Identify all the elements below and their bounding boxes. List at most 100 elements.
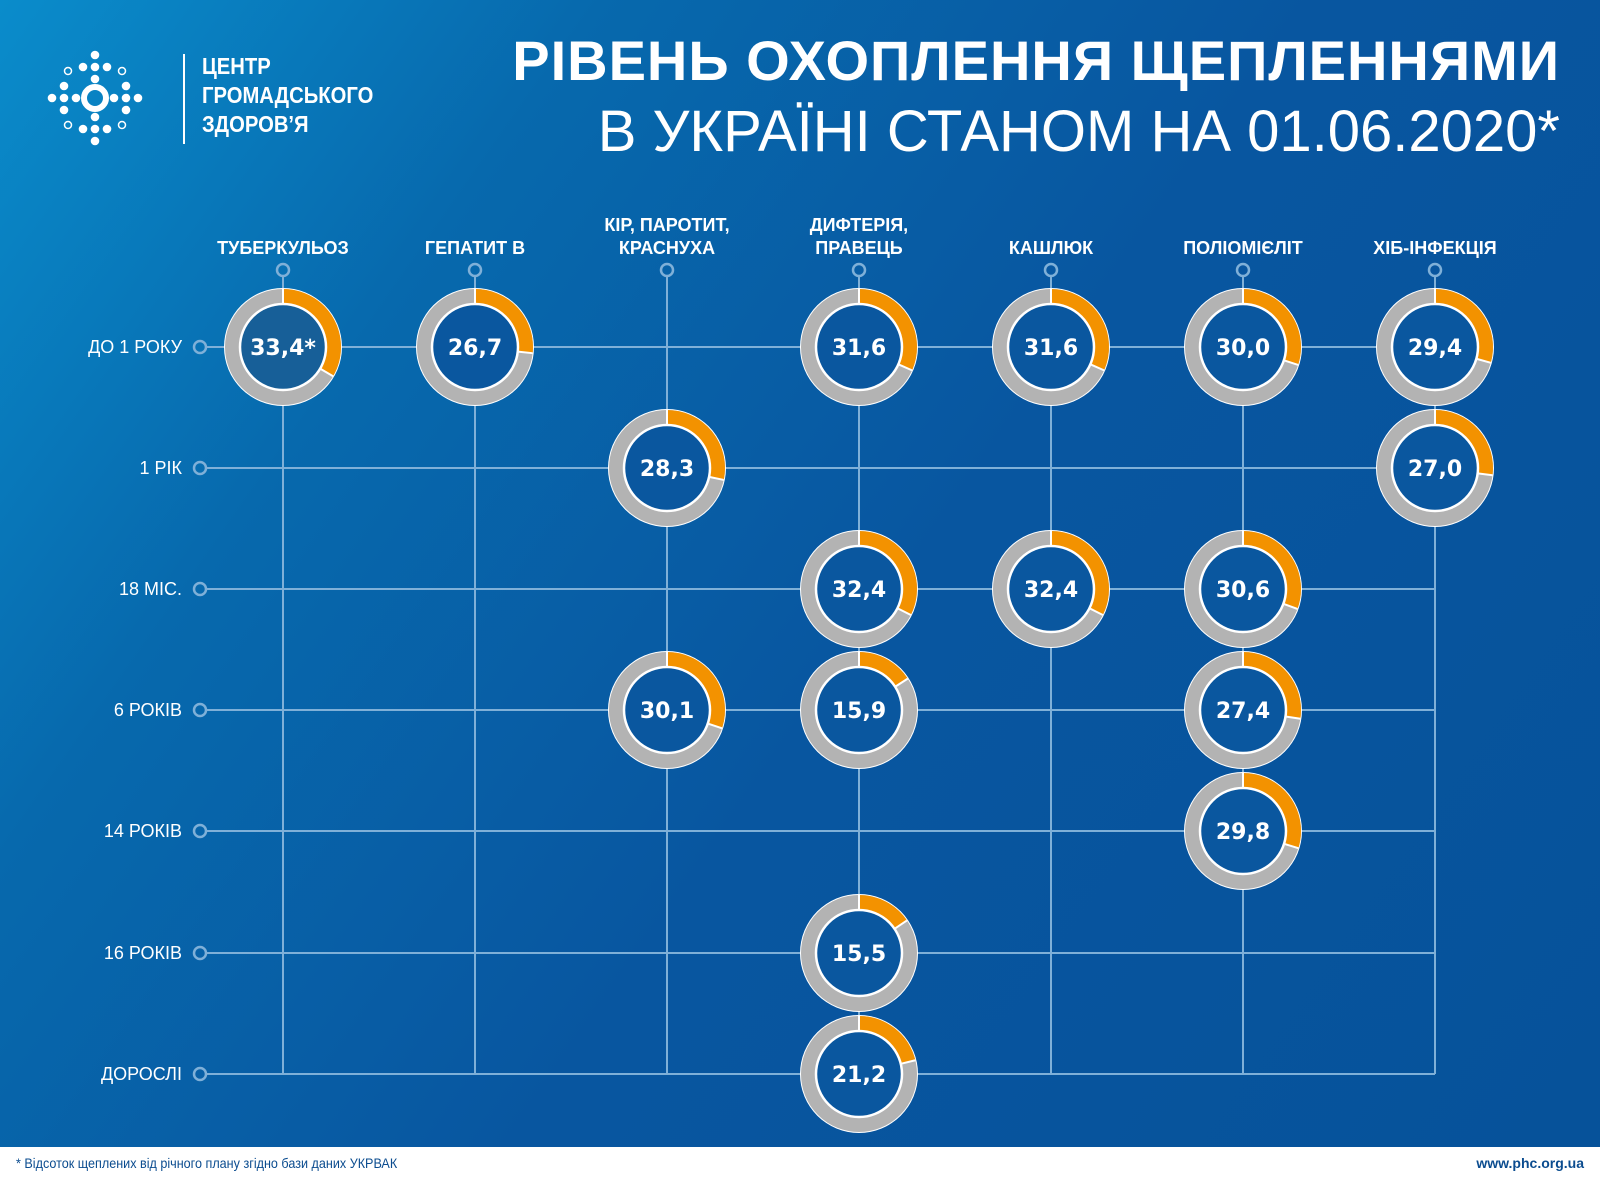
donut-separator <box>896 607 912 616</box>
logo-dot <box>90 136 100 146</box>
donut-center <box>1390 423 1480 513</box>
donut-separator <box>900 1059 916 1065</box>
donut-separator <box>1477 472 1493 477</box>
donut-filled-arc <box>858 531 917 615</box>
column-marker <box>275 262 291 278</box>
donut-separator <box>1283 602 1298 610</box>
row-label: 16 РОКІВ <box>104 943 182 963</box>
infographic-area: ЦЕНТР ГРОМАДСЬКОГО ЗДОРОВ’Я РІВЕНЬ ОХОПЛ… <box>0 0 1600 1147</box>
logo-dot <box>47 93 57 103</box>
donut-separator <box>1476 357 1492 364</box>
footer: * Відсоток щеплених від річного плану зг… <box>0 1147 1600 1201</box>
donut-center <box>622 665 712 755</box>
donut-separator <box>319 367 334 378</box>
donut-separator <box>1283 842 1299 850</box>
row-marker <box>192 945 208 961</box>
donut: 30,6 <box>1184 530 1302 648</box>
logo-dot-outline <box>117 120 127 130</box>
website-link[interactable]: www.phc.org.ua <box>1476 1155 1584 1171</box>
donut-center <box>1198 302 1288 392</box>
logo-dot-outline <box>63 66 73 76</box>
logo-line: ГРОМАДСЬКОГО <box>202 82 374 108</box>
column-label: КІР, ПАРОТИТ, <box>604 215 729 235</box>
column-label: ДИФТЕРІЯ, <box>810 215 908 235</box>
donut-filled-arc <box>666 652 725 729</box>
donut-filled-arc <box>474 289 533 354</box>
donut-center <box>1390 302 1480 392</box>
donut-center <box>814 302 904 392</box>
logo-dot <box>133 93 143 103</box>
logo-dot <box>90 62 100 72</box>
donut-filled-arc <box>1050 531 1109 615</box>
column-label: КАШЛЮК <box>1009 238 1094 258</box>
donut: 31,6 <box>992 288 1110 406</box>
column-label: ГЕПАТИТ В <box>425 238 525 258</box>
footnote: * Відсоток щеплених від річного плану зг… <box>16 1155 398 1171</box>
donut-separator <box>517 350 533 355</box>
donut: 27,4 <box>1184 651 1302 769</box>
row-label: ДОРОСЛІ <box>101 1064 182 1084</box>
donut-filled-arc <box>1242 531 1301 609</box>
logo-dot <box>78 124 88 134</box>
donut-separator <box>1283 359 1299 366</box>
row-marker <box>192 823 208 839</box>
column-label: ПРАВЕЦЬ <box>815 238 903 258</box>
row-label: 18 МІС. <box>119 579 182 599</box>
logo-dot <box>78 62 88 72</box>
logo-dot <box>59 81 69 91</box>
logo-dot <box>71 93 81 103</box>
donut: 28,3 <box>608 409 726 527</box>
donut-center <box>814 544 904 634</box>
row-marker <box>192 1066 208 1082</box>
donut-filled-arc <box>1050 289 1109 371</box>
donut-separator <box>1285 715 1301 720</box>
donut-center <box>1006 544 1096 634</box>
row-marker <box>192 460 208 476</box>
donut-filled-arc <box>1434 410 1493 476</box>
donut-value-label: 30,6 <box>1216 578 1270 603</box>
logo-dot <box>121 81 131 91</box>
donut-filled-arc <box>282 289 341 377</box>
donut-center <box>1198 544 1288 634</box>
donut-filled-arc <box>858 652 908 688</box>
donut-filled-arc <box>858 289 917 371</box>
donut: 21,2 <box>800 1015 918 1133</box>
donut-filled-arc <box>1242 652 1301 719</box>
donut-center <box>1198 786 1288 876</box>
logo-dot <box>59 105 69 115</box>
column-label: ХІБ-ІНФЕКЦІЯ <box>1373 238 1496 258</box>
column-marker <box>467 262 483 278</box>
row-label: ДО 1 РОКУ <box>88 337 183 357</box>
donut-value-label: 31,6 <box>1024 336 1078 361</box>
logo-dot <box>102 124 112 134</box>
donut-value-label: 27,4 <box>1216 699 1270 724</box>
row-label: 6 РОКІВ <box>114 700 182 720</box>
donut-value-label: 27,0 <box>1408 457 1462 482</box>
donut-separator <box>1088 607 1104 616</box>
donut-center <box>814 908 904 998</box>
page-title: РІВЕНЬ ОХОПЛЕННЯ ЩЕПЛЕННЯМИ <box>512 29 1560 92</box>
logo-dot-outline <box>117 66 127 76</box>
donut: 33,4* <box>224 288 342 406</box>
row-marker <box>192 581 208 597</box>
donut-value-label: 32,4 <box>832 578 886 603</box>
logo-dot <box>90 124 100 134</box>
donut-value-label: 15,5 <box>832 942 886 967</box>
donut: 27,0 <box>1376 409 1494 527</box>
donut-value-label: 26,7 <box>448 336 502 361</box>
logo-line: ЦЕНТР <box>202 53 271 79</box>
column-label: ПОЛІОМІЄЛІТ <box>1183 238 1303 258</box>
donut-separator <box>897 363 913 372</box>
column-label: КРАСНУХА <box>619 238 715 258</box>
donut-separator <box>894 677 909 688</box>
row-marker <box>192 339 208 355</box>
column-marker <box>1043 262 1059 278</box>
donut-value-label: 29,8 <box>1216 820 1270 845</box>
page-subtitle: В УКРАЇНІ СТАНОМ НА 01.06.2020* <box>597 99 1560 164</box>
donut-center <box>430 302 520 392</box>
donut-separator <box>708 475 724 481</box>
donut-filled-arc <box>858 1016 916 1065</box>
donut: 29,4 <box>1376 288 1494 406</box>
logo-dot <box>59 93 69 103</box>
row-label: 1 РІК <box>139 458 182 478</box>
